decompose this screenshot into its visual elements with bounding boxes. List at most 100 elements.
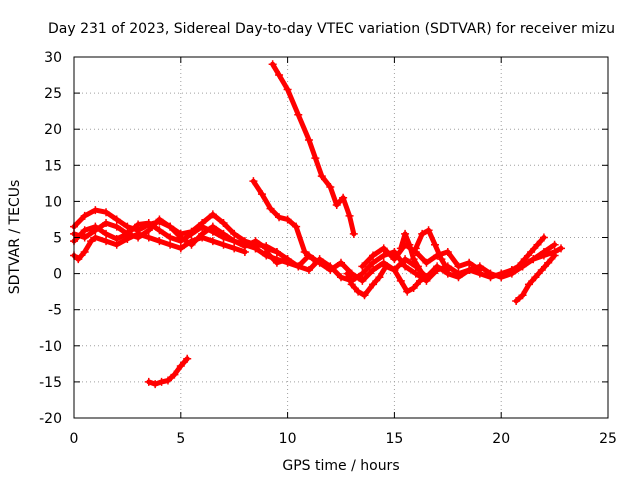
data-point — [272, 247, 281, 256]
data-point — [539, 233, 548, 242]
data-point — [379, 244, 388, 253]
data-point — [354, 287, 363, 296]
data-point — [80, 211, 89, 220]
y-tick-label: 15 — [44, 158, 62, 174]
data-point — [283, 85, 292, 94]
data-point — [112, 222, 121, 231]
y-tick-label: -15 — [39, 375, 62, 391]
data-point — [375, 273, 384, 282]
x-tick-label: 5 — [176, 431, 185, 447]
data-point — [123, 222, 132, 231]
y-tick-label: 10 — [44, 194, 62, 210]
data-point — [198, 229, 207, 238]
y-tick-label: -5 — [48, 303, 62, 319]
data-series — [70, 60, 566, 389]
data-point — [123, 229, 132, 238]
data-point — [379, 251, 388, 260]
data-point — [230, 229, 239, 238]
data-point — [112, 215, 121, 224]
data-point — [198, 222, 207, 231]
data-point — [219, 229, 228, 238]
data-point — [257, 190, 266, 199]
data-point — [275, 71, 284, 80]
series-track-5 — [270, 61, 357, 237]
data-point — [544, 258, 553, 267]
y-tick-label: 25 — [44, 86, 62, 102]
data-point — [262, 251, 271, 260]
data-point — [219, 240, 228, 249]
data-point — [102, 229, 111, 238]
data-point — [80, 226, 89, 235]
data-point — [102, 237, 111, 246]
data-point — [409, 284, 418, 293]
data-point — [396, 276, 405, 285]
data-point — [422, 258, 431, 267]
data-point — [390, 255, 399, 264]
data-point — [369, 258, 378, 267]
data-point — [249, 177, 258, 186]
y-tick-label: 30 — [44, 50, 62, 66]
data-point — [401, 240, 410, 249]
data-point — [208, 222, 217, 231]
data-point — [304, 251, 313, 260]
data-point — [187, 229, 196, 238]
data-point — [240, 242, 249, 251]
data-point — [381, 262, 390, 271]
data-point — [390, 265, 399, 274]
data-point — [418, 269, 427, 278]
x-tick-label: 15 — [385, 431, 403, 447]
y-tick-label: -10 — [39, 339, 62, 355]
data-point — [144, 219, 153, 228]
data-point — [163, 376, 172, 385]
data-point — [539, 247, 548, 256]
data-point — [326, 262, 335, 271]
data-point — [527, 247, 536, 256]
data-point — [418, 229, 427, 238]
data-point — [401, 229, 410, 238]
data-point — [524, 280, 533, 289]
data-point — [443, 265, 452, 274]
data-point — [166, 240, 175, 249]
data-point — [266, 204, 275, 213]
data-point — [358, 269, 367, 278]
data-point — [443, 247, 452, 256]
data-point — [176, 233, 185, 242]
data-point — [550, 240, 559, 249]
data-point — [292, 222, 301, 231]
data-point — [520, 255, 529, 264]
data-point — [424, 226, 433, 235]
data-point — [183, 354, 192, 363]
data-point — [358, 262, 367, 271]
data-point — [294, 262, 303, 271]
data-point — [144, 226, 153, 235]
data-point — [311, 154, 320, 163]
data-point — [332, 201, 341, 210]
series-track-6 — [250, 178, 316, 262]
data-point — [497, 273, 506, 282]
data-point — [144, 233, 153, 242]
data-point — [514, 262, 523, 271]
data-point — [272, 255, 281, 264]
x-tick-label: 25 — [599, 431, 617, 447]
data-point — [345, 211, 354, 220]
x-tick-label: 10 — [279, 431, 297, 447]
y-tick-label: 20 — [44, 122, 62, 138]
data-point — [155, 226, 164, 235]
data-point — [486, 269, 495, 278]
data-point — [134, 220, 143, 229]
data-point — [317, 172, 326, 181]
data-point — [360, 291, 369, 300]
data-point — [454, 262, 463, 271]
data-point — [170, 370, 179, 379]
data-point — [251, 237, 260, 246]
data-point — [80, 233, 89, 242]
data-point — [529, 255, 538, 264]
data-point — [208, 237, 217, 246]
data-point — [369, 280, 378, 289]
data-point — [275, 213, 284, 222]
data-point — [166, 222, 175, 231]
data-point — [176, 362, 185, 371]
data-point — [433, 251, 442, 260]
x-tick-label: 0 — [70, 431, 79, 447]
data-point — [349, 229, 358, 238]
